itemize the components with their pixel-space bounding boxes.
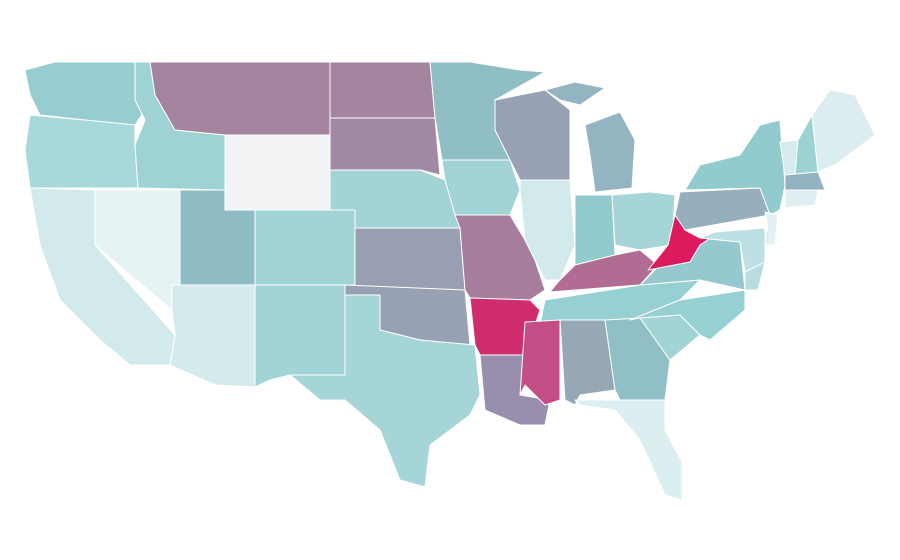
state — [329, 61, 436, 119]
state — [544, 81, 636, 193]
state — [519, 179, 576, 281]
state — [549, 249, 659, 293]
state — [224, 134, 331, 211]
state — [574, 194, 616, 266]
state — [784, 189, 819, 209]
state — [454, 214, 546, 301]
state — [744, 261, 766, 291]
state — [254, 209, 356, 286]
state — [354, 227, 466, 291]
state — [329, 117, 441, 176]
state — [24, 114, 139, 189]
state — [254, 284, 346, 388]
state — [611, 191, 676, 251]
state — [289, 294, 481, 488]
state — [629, 289, 746, 341]
state — [149, 61, 331, 136]
state — [784, 171, 826, 191]
state — [574, 399, 683, 501]
state — [441, 159, 521, 216]
states — [24, 61, 876, 501]
